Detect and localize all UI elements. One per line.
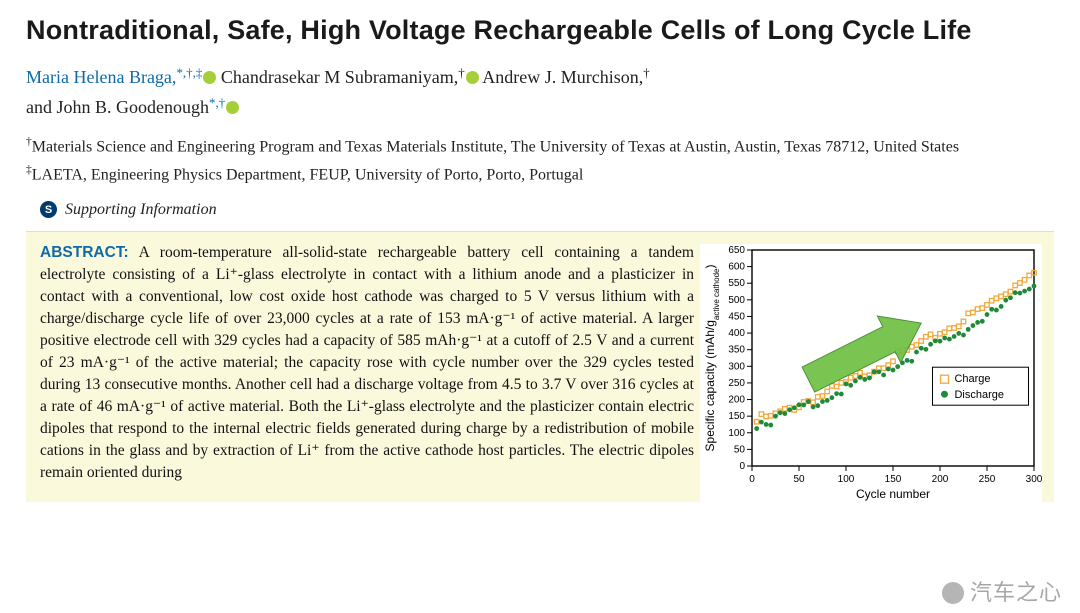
watermark: 汽车之心 [942,575,1062,607]
svg-text:600: 600 [728,261,745,272]
svg-text:0: 0 [739,461,745,472]
author-line: Maria Helena Braga,*,†,‡ Chandrasekar M … [26,62,1054,122]
affil-text: Materials Science and Engineering Progra… [32,138,959,155]
author-2-marks: † [458,65,464,80]
author-4[interactable]: and John B. Goodenough [26,97,209,117]
author-1[interactable]: Maria Helena Braga, [26,67,176,87]
svg-text:200: 200 [728,394,745,405]
svg-text:0: 0 [749,474,755,485]
affiliation-1: †Materials Science and Engineering Progr… [26,134,1054,159]
svg-text:150: 150 [728,411,745,422]
svg-text:300: 300 [1026,474,1042,485]
svg-text:550: 550 [728,278,745,289]
abstract-body: A room-temperature all-solid-state recha… [40,244,694,481]
svg-text:350: 350 [728,344,745,355]
orcid-icon [466,71,479,84]
paper-title: Nontraditional, Safe, High Voltage Recha… [26,14,1054,48]
author-3[interactable]: Andrew J. Murchison, [482,67,643,87]
supporting-label: Supporting Information [65,201,217,219]
svg-text:400: 400 [728,328,745,339]
svg-text:450: 450 [728,311,745,322]
author-2[interactable]: Chandrasekar M Subramaniyam, [221,67,458,87]
svg-text:250: 250 [728,377,745,388]
supporting-badge-icon: S [40,201,57,218]
svg-text:500: 500 [728,294,745,305]
abstract-section: ABSTRACT: A room-temperature all-solid-s… [26,231,1054,502]
author-3-marks: † [643,65,649,80]
affiliation-2: ‡LAETA, Engineering Physics Department, … [26,162,1054,187]
author-4-marks: *,† [209,95,225,110]
svg-text:Discharge: Discharge [954,389,1004,401]
orcid-icon [226,101,239,114]
svg-text:50: 50 [734,444,746,455]
author-1-marks: *,†,‡ [176,65,202,80]
affil-text: LAETA, Engineering Physics Department, F… [32,166,584,183]
watermark-text: 汽车之心 [970,580,1062,605]
abstract-text: ABSTRACT: A room-temperature all-solid-s… [40,242,694,502]
svg-text:50: 50 [793,474,805,485]
svg-text:150: 150 [885,474,902,485]
svg-text:Cycle number: Cycle number [856,487,930,501]
svg-text:100: 100 [838,474,855,485]
svg-text:250: 250 [979,474,996,485]
svg-text:Specific capacity (mAh/gactive: Specific capacity (mAh/gactive cathode) [703,264,721,451]
capacity-vs-cycle-chart: 0 50 100 150 200 250 300 350 400 450 500 550 600 650 0… [700,244,1042,502]
abstract-heading: ABSTRACT: [40,244,129,261]
svg-text:Charge: Charge [954,373,990,385]
svg-text:650: 650 [728,245,745,256]
svg-text:200: 200 [932,474,949,485]
svg-text:300: 300 [728,361,745,372]
supporting-info-link[interactable]: S Supporting Information [40,201,1054,219]
svg-text:100: 100 [728,427,745,438]
watermark-icon [942,582,964,604]
orcid-icon [203,71,216,84]
